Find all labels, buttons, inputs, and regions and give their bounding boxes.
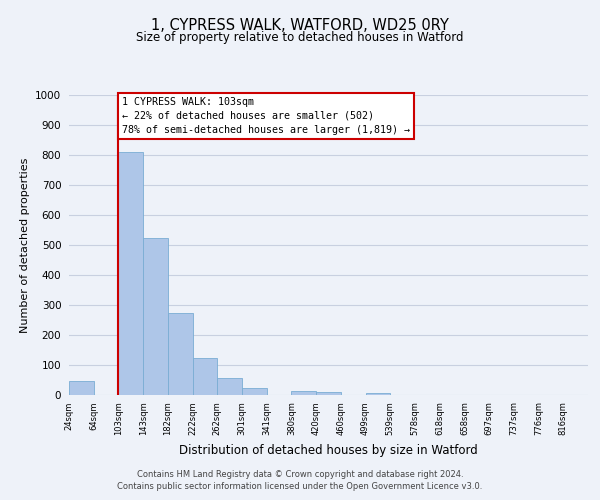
Text: Size of property relative to detached houses in Watford: Size of property relative to detached ho… (136, 31, 464, 44)
Bar (118, 152, 143, 395)
Text: 1 CYPRESS WALK: 103sqm
← 22% of detached houses are smaller (502)
78% of semi-de: 1 CYPRESS WALK: 103sqm ← 22% of detached… (122, 96, 410, 134)
X-axis label: Distribution of detached houses by size in Watford: Distribution of detached houses by size … (179, 444, 478, 456)
Text: Contains public sector information licensed under the Open Government Licence v3: Contains public sector information licen… (118, 482, 482, 491)
Bar (69, 381, 94, 395)
Bar (365, 392, 390, 395)
Bar (316, 392, 341, 395)
Text: Contains HM Land Registry data © Crown copyright and database right 2024.: Contains HM Land Registry data © Crown c… (137, 470, 463, 479)
Bar (143, 238, 168, 395)
Bar (217, 378, 242, 395)
Bar (193, 358, 217, 395)
Bar (292, 392, 316, 395)
Text: 1, CYPRESS WALK, WATFORD, WD25 0RY: 1, CYPRESS WALK, WATFORD, WD25 0RY (151, 18, 449, 32)
Y-axis label: Number of detached properties: Number of detached properties (20, 158, 29, 332)
Bar (242, 388, 267, 395)
Bar (168, 312, 193, 395)
